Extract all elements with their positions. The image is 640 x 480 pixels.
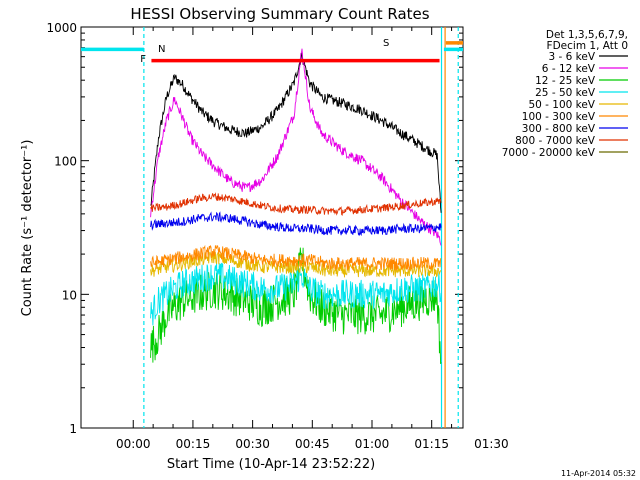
legend-entry-label: 800 - 7000 keV <box>515 135 596 147</box>
legend-entry-label: 25 - 50 keV <box>535 87 596 99</box>
x-tick-label: 01:00 <box>355 437 390 451</box>
series-line <box>150 262 442 326</box>
legend-entry-label: 300 - 800 keV <box>522 123 596 135</box>
legend-header: FDecim 1, Att 0 <box>547 40 628 52</box>
legend-entry-label: 3 - 6 keV <box>548 51 595 63</box>
y-tick-label: 1000 <box>46 21 77 35</box>
legend-header: Det 1,3,5,6,7,9, <box>546 29 628 41</box>
x-tick-label: 00:30 <box>235 437 270 451</box>
series-line <box>150 48 442 246</box>
legend: Det 1,3,5,6,7,9,FDecim 1, Att 03 - 6 keV… <box>502 29 628 159</box>
series-line <box>150 247 442 365</box>
legend-entry-label: 100 - 300 keV <box>522 111 596 123</box>
x-tick-label: 00:15 <box>176 437 211 451</box>
chart-title: HESSI Observing Summary Count Rates <box>130 5 429 23</box>
x-tick-label: 00:45 <box>295 437 330 451</box>
x-tick-label: 01:30 <box>474 437 509 451</box>
x-tick-label: 01:15 <box>414 437 449 451</box>
legend-entry-label: 12 - 25 keV <box>535 75 596 87</box>
y-tick-label: 100 <box>54 155 77 169</box>
series-line <box>150 251 442 278</box>
series-line <box>150 50 442 213</box>
footer-timestamp: 11-Apr-2014 05:32 <box>561 469 636 478</box>
legend-entry-label: 7000 - 20000 keV <box>502 147 596 159</box>
series-line <box>150 192 442 216</box>
plot-area <box>80 26 464 429</box>
plot-frame <box>80 26 464 429</box>
axis-ticks: 00:00 00:15 00:30 00:45 01:00 01:15 01:30 1 10 10… <box>46 21 508 451</box>
flag-f-label: F <box>140 54 146 65</box>
y-tick-label: 1 <box>69 422 77 436</box>
x-axis-label: Start Time (10-Apr-14 23:52:22) <box>167 457 375 472</box>
flag-bars <box>81 41 463 63</box>
legend-entry-label: 6 - 12 keV <box>542 63 596 75</box>
series-line <box>150 244 442 272</box>
series-line <box>150 211 442 237</box>
flag-n-label: N <box>158 44 165 55</box>
flag-s-label: S <box>383 38 389 49</box>
series-lines <box>150 48 442 365</box>
x-tick-label: 00:00 <box>116 437 151 451</box>
y-tick-label: 10 <box>62 288 77 302</box>
y-axis-label: Count Rate (s⁻¹ detector⁻¹) <box>20 140 35 317</box>
legend-entry-label: 50 - 100 keV <box>528 99 595 111</box>
